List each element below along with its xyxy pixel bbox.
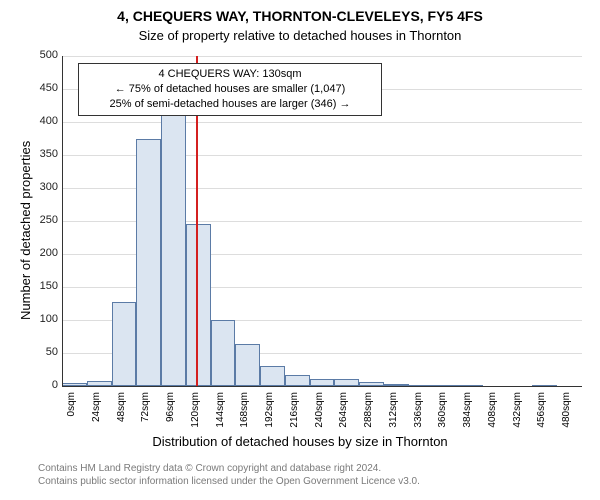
y-tick-label: 200 — [30, 247, 58, 259]
gridline — [62, 122, 582, 123]
y-tick-label: 250 — [30, 214, 58, 226]
y-tick-label: 450 — [30, 82, 58, 94]
footer-attribution: Contains HM Land Registry data © Crown c… — [38, 462, 420, 488]
histogram-bar — [334, 379, 359, 386]
info-line2: ← 75% of detached houses are smaller (1,… — [85, 82, 375, 97]
histogram-bar — [285, 375, 310, 386]
footer-line2: Contains public sector information licen… — [38, 475, 420, 488]
x-tick-label: 240sqm — [314, 392, 325, 442]
histogram-bar — [211, 320, 236, 386]
x-tick-label: 264sqm — [338, 392, 349, 442]
x-tick-label: 216sqm — [289, 392, 300, 442]
histogram-bar — [235, 344, 260, 386]
y-tick-label: 0 — [30, 379, 58, 391]
x-tick-label: 48sqm — [116, 392, 127, 442]
info-box: 4 CHEQUERS WAY: 130sqm← 75% of detached … — [78, 63, 382, 116]
x-tick-label: 96sqm — [165, 392, 176, 442]
info-line1: 4 CHEQUERS WAY: 130sqm — [85, 67, 375, 82]
histogram-bar — [260, 366, 285, 386]
y-tick-label: 50 — [30, 346, 58, 358]
x-tick-label: 480sqm — [561, 392, 572, 442]
y-tick-label: 350 — [30, 148, 58, 160]
x-tick-label: 144sqm — [215, 392, 226, 442]
y-tick-label: 300 — [30, 181, 58, 193]
histogram-bar — [112, 302, 137, 386]
x-tick-label: 168sqm — [239, 392, 250, 442]
x-tick-label: 336sqm — [413, 392, 424, 442]
info-line3: 25% of semi-detached houses are larger (… — [85, 97, 375, 112]
histogram-bar — [186, 224, 211, 386]
x-axis — [62, 386, 582, 387]
chart-container: 4, CHEQUERS WAY, THORNTON-CLEVELEYS, FY5… — [0, 0, 600, 500]
x-tick-label: 408sqm — [487, 392, 498, 442]
x-axis-label: Distribution of detached houses by size … — [0, 434, 600, 449]
x-tick-label: 432sqm — [512, 392, 523, 442]
footer-line1: Contains HM Land Registry data © Crown c… — [38, 462, 420, 475]
x-tick-label: 360sqm — [437, 392, 448, 442]
y-tick-label: 100 — [30, 313, 58, 325]
x-tick-label: 288sqm — [363, 392, 374, 442]
y-axis — [62, 56, 63, 386]
histogram-bar — [136, 139, 161, 387]
chart-title-line2: Size of property relative to detached ho… — [0, 28, 600, 43]
y-axis-label: Number of detached properties — [18, 141, 33, 320]
histogram-bar — [161, 112, 186, 386]
chart-title-line1: 4, CHEQUERS WAY, THORNTON-CLEVELEYS, FY5… — [0, 8, 600, 24]
x-tick-label: 456sqm — [536, 392, 547, 442]
x-tick-label: 192sqm — [264, 392, 275, 442]
x-tick-label: 24sqm — [91, 392, 102, 442]
x-tick-label: 0sqm — [66, 392, 77, 442]
x-tick-label: 312sqm — [388, 392, 399, 442]
y-tick-label: 400 — [30, 115, 58, 127]
x-tick-label: 72sqm — [140, 392, 151, 442]
histogram-bar — [310, 379, 335, 386]
x-tick-label: 120sqm — [190, 392, 201, 442]
y-tick-label: 150 — [30, 280, 58, 292]
y-tick-label: 500 — [30, 49, 58, 61]
gridline — [62, 56, 582, 57]
x-tick-label: 384sqm — [462, 392, 473, 442]
